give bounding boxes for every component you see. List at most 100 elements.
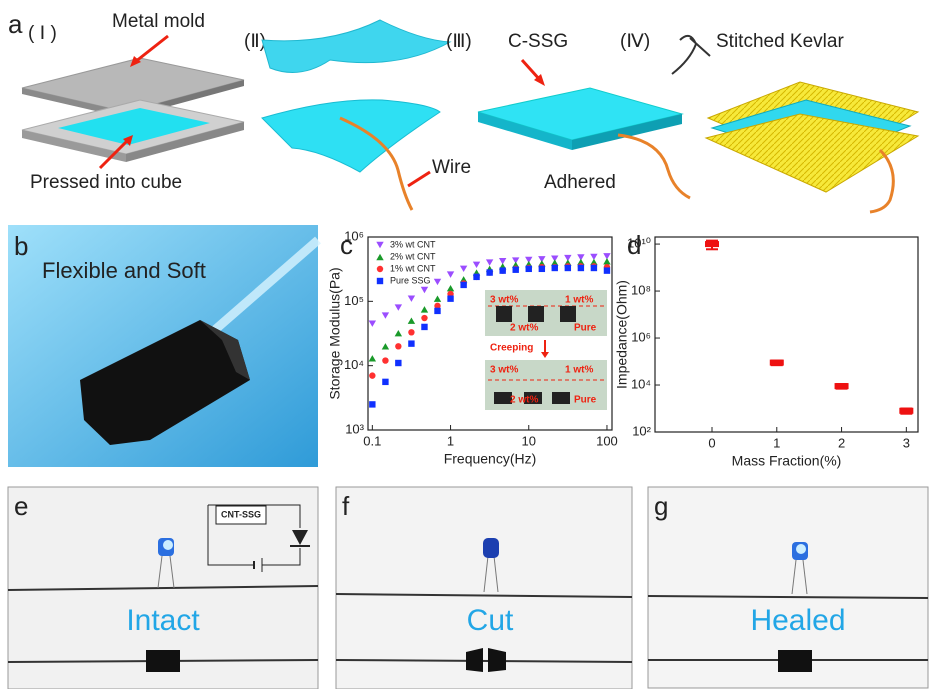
annotation: 1 wt%	[565, 365, 593, 376]
arrow	[522, 60, 540, 80]
panel-f: f Cut	[336, 487, 632, 689]
y-tick-label: 10⁴	[631, 376, 651, 391]
y-tick-label: 10⁴	[344, 357, 364, 372]
marker	[513, 267, 519, 273]
marker	[408, 340, 414, 346]
marker	[408, 295, 415, 301]
sample	[496, 306, 512, 322]
led-glow	[796, 544, 806, 554]
wire	[618, 135, 690, 198]
x-tick-label: 2	[838, 435, 845, 450]
marker	[526, 266, 532, 272]
y-tick-label: 10⁵	[344, 293, 364, 308]
marker	[434, 279, 441, 285]
ssg-sheet	[262, 100, 440, 172]
state-label: Healed	[750, 604, 845, 637]
ssg-sheet	[262, 20, 450, 73]
marker	[835, 383, 849, 389]
marker	[395, 360, 401, 366]
marker	[552, 265, 558, 271]
x-tick-label: 3	[903, 435, 910, 450]
marker	[473, 274, 479, 280]
caption: Flexible and Soft	[42, 258, 206, 283]
marker	[369, 320, 376, 326]
led	[483, 538, 499, 558]
note: Adhered	[544, 172, 616, 193]
plot-frame	[655, 237, 918, 432]
marker	[382, 343, 389, 349]
figure: a ( Ⅰ ) Metal mold Pressed into cube (Ⅱ)…	[0, 0, 929, 689]
marker	[421, 324, 427, 330]
marker	[421, 306, 428, 312]
arrow	[408, 172, 430, 186]
legend-label: 1% wt CNT	[390, 263, 436, 273]
sample	[560, 306, 576, 322]
legend-marker	[376, 242, 383, 248]
legend-marker	[376, 254, 383, 260]
marker	[421, 287, 428, 293]
marker	[369, 355, 376, 361]
panel-g: g Healed	[648, 487, 928, 688]
state-label: Cut	[467, 604, 514, 637]
note: Metal mold	[112, 11, 205, 32]
marker	[486, 269, 492, 275]
marker	[447, 285, 454, 291]
marker	[770, 360, 784, 366]
panel-label: f	[342, 491, 350, 521]
panel-a: a ( Ⅰ ) Metal mold Pressed into cube (Ⅱ)…	[8, 9, 918, 212]
marker	[395, 330, 402, 336]
y-tick-label: 10¹⁰	[627, 236, 651, 251]
annotation: 2 wt%	[510, 395, 538, 406]
marker	[447, 271, 454, 277]
x-axis-label: Mass Fraction(%)	[732, 453, 842, 469]
annotation: Pure	[574, 323, 597, 334]
legend-marker	[377, 266, 383, 272]
y-tick-label: 10⁸	[631, 282, 651, 297]
marker	[578, 265, 584, 271]
step-label: ( Ⅰ )	[28, 23, 57, 44]
legend-marker	[377, 278, 383, 284]
marker	[369, 401, 375, 407]
marker	[499, 267, 505, 273]
panel-label: g	[654, 491, 668, 521]
annotation: Creeping	[490, 343, 533, 354]
legend-label: Pure SSG	[390, 275, 431, 285]
legend-label: 3% wt CNT	[390, 239, 436, 249]
annotation: 3 wt%	[490, 365, 518, 376]
marker	[434, 295, 441, 301]
marker	[434, 308, 440, 314]
x-tick-label: 0	[708, 435, 715, 450]
panel-e: CNT-SSG e Intact	[8, 487, 318, 689]
note: Wire	[432, 157, 471, 178]
y-tick-label: 10⁶	[631, 329, 651, 344]
ssg-block	[478, 88, 682, 140]
marker	[421, 315, 427, 321]
marker	[603, 258, 610, 264]
panel-label: b	[14, 231, 28, 261]
marker	[591, 265, 597, 271]
y-tick-label: 10⁶	[344, 228, 364, 243]
legend-label: 2% wt CNT	[390, 251, 436, 261]
needle-icon	[672, 36, 710, 74]
note: Stitched Kevlar	[716, 31, 844, 52]
circuit-label: CNT-SSG	[221, 509, 261, 519]
annotation: 1 wt%	[565, 295, 593, 306]
step-label: (Ⅳ)	[620, 31, 650, 52]
marker	[395, 343, 401, 349]
sample	[466, 648, 483, 672]
marker	[460, 282, 466, 288]
panel-label: e	[14, 491, 28, 521]
sample	[488, 648, 506, 672]
marker	[604, 267, 610, 273]
panel-label: a	[8, 9, 23, 39]
note: Pressed into cube	[30, 172, 182, 193]
marker	[565, 265, 571, 271]
panel-b: b Flexible and Soft	[8, 225, 318, 467]
sample	[528, 306, 544, 322]
marker	[460, 266, 467, 272]
x-axis-label: Frequency(Hz)	[444, 451, 537, 467]
sample	[146, 650, 180, 672]
sample	[552, 392, 570, 404]
x-tick-label: 1	[773, 435, 780, 450]
marker	[899, 408, 913, 414]
